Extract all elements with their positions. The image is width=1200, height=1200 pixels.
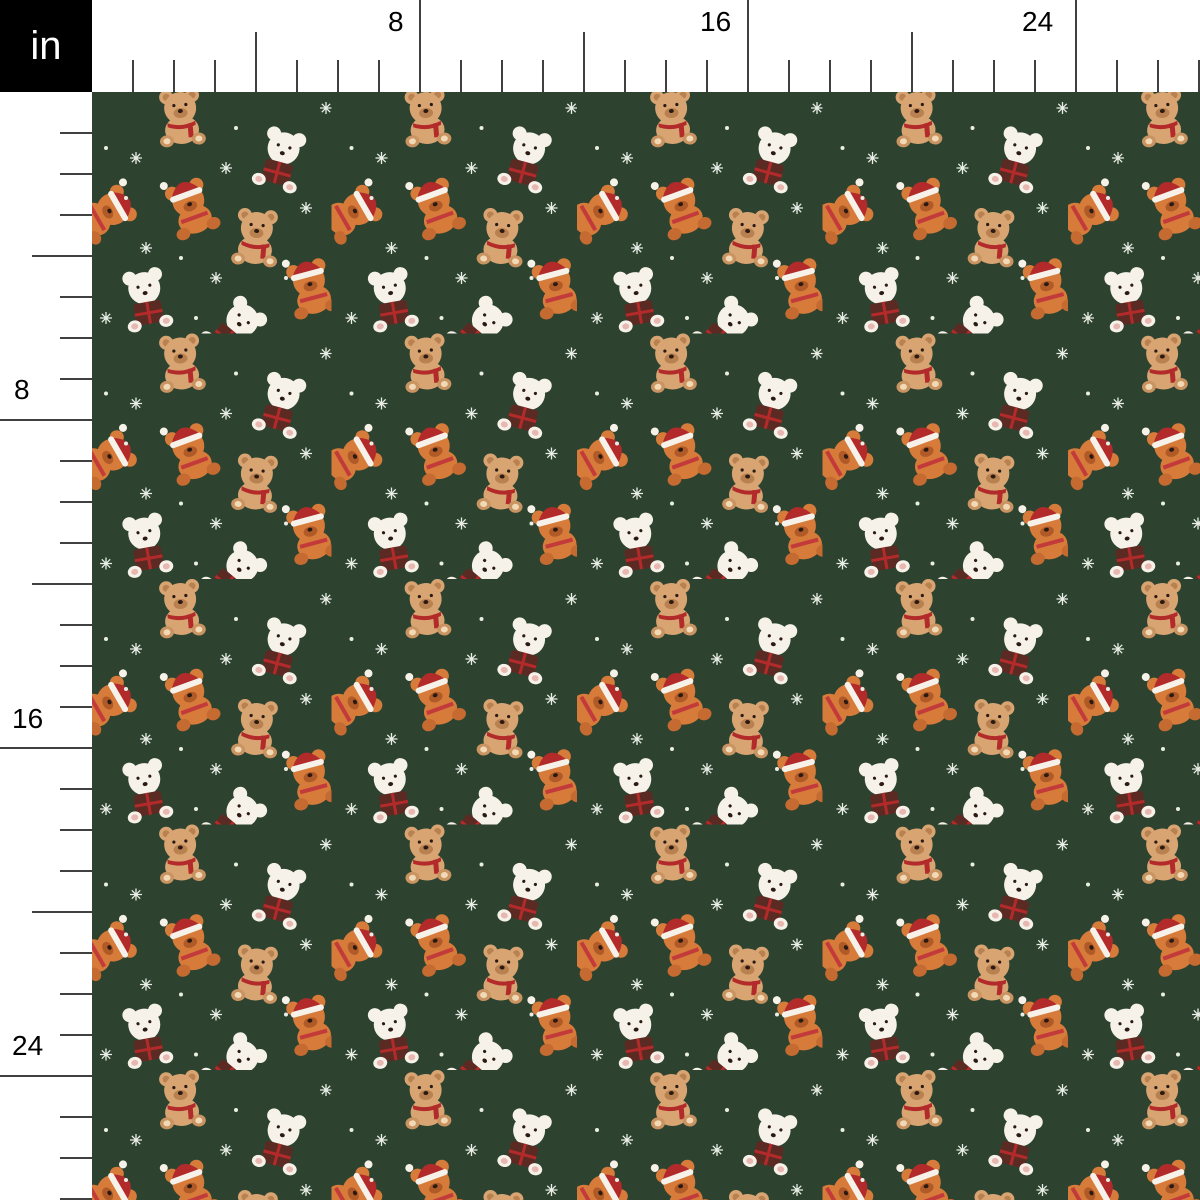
left-ruler-label-8: 8 bbox=[14, 374, 30, 405]
left-ruler bbox=[0, 132, 92, 1200]
left-ruler-label-16: 16 bbox=[12, 703, 44, 734]
top-ruler-label-24: 24 bbox=[1022, 6, 1054, 37]
unit-label: in bbox=[0, 0, 92, 92]
top-ruler-label-16: 16 bbox=[700, 6, 732, 37]
bear-pattern-fill bbox=[92, 92, 1200, 1200]
fabric-pattern bbox=[92, 92, 1200, 1200]
top-ruler bbox=[132, 0, 1200, 92]
top-ruler-label-8: 8 bbox=[388, 6, 404, 37]
left-ruler-label-24: 24 bbox=[12, 1030, 44, 1061]
